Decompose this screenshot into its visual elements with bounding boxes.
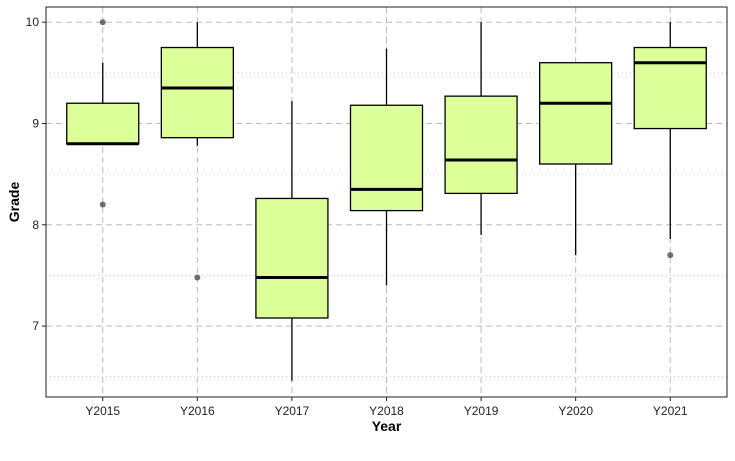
box-group-y2016 — [160, 22, 234, 281]
box-group-y2020 — [539, 62, 613, 256]
x-tick-label: Y2021 — [653, 404, 688, 418]
box-group-y2019 — [444, 22, 518, 235]
box-iqr — [160, 46, 234, 139]
x-tick-label: Y2015 — [85, 404, 120, 418]
axes: 7 8 9 10 Y2015 Y2016 Y2017 Y2018 Y2019 Y2020 Y2021 — [26, 15, 688, 418]
outlier-point — [99, 19, 106, 26]
outlier-point — [667, 252, 674, 259]
outlier-point — [194, 274, 201, 281]
box-iqr — [66, 102, 140, 145]
box-group-y2017 — [255, 101, 329, 381]
box-iqr — [349, 104, 424, 212]
x-axis-title: Year — [372, 418, 402, 434]
box-group-y2015 — [66, 19, 140, 208]
y-tick-label: 9 — [32, 116, 39, 130]
boxes — [66, 19, 707, 381]
x-tick-label: Y2019 — [464, 404, 499, 418]
box-iqr — [633, 46, 707, 130]
y-axis-title: Grade — [6, 182, 22, 223]
y-tick-label: 10 — [26, 15, 40, 29]
box-iqr — [255, 197, 329, 319]
box-group-y2018 — [349, 48, 424, 286]
x-tick-label: Y2018 — [369, 404, 404, 418]
x-tick-label: Y2017 — [275, 404, 310, 418]
x-tick-label: Y2016 — [180, 404, 215, 418]
box-group-y2021 — [633, 22, 707, 259]
box-iqr — [444, 95, 518, 195]
outlier-point — [99, 201, 106, 208]
x-tick-label: Y2020 — [558, 404, 593, 418]
y-tick-label: 8 — [32, 218, 39, 232]
box-iqr — [539, 62, 613, 165]
y-tick-label: 7 — [32, 319, 39, 333]
